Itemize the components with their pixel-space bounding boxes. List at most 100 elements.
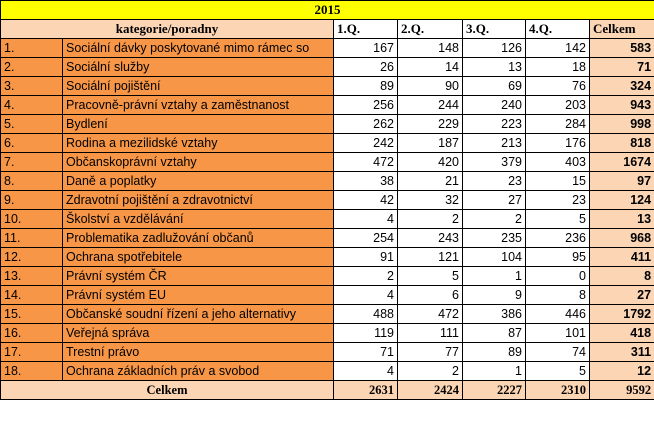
quarter-cell: 87: [462, 323, 526, 343]
quarter-cell: 176: [525, 133, 590, 153]
row-number: 8.: [0, 171, 63, 191]
quarter-cell: 5: [525, 209, 590, 229]
table-title: 2015: [0, 0, 654, 20]
row-number: 1.: [0, 38, 63, 58]
row-category: Rodina a mezilidské vztahy: [62, 133, 334, 153]
quarter-cell: 4: [333, 209, 398, 229]
row-category: Bydlení: [62, 114, 334, 134]
total-row: Celkem 2631 2424 2227 2310 9592: [0, 380, 654, 400]
row-number: 4.: [0, 95, 63, 115]
quarter-cell: 243: [397, 228, 463, 248]
quarter-cell: 77: [397, 342, 463, 362]
quarter-cell: 8: [525, 285, 590, 305]
row-number: 18.: [0, 361, 63, 381]
quarter-cell: 229: [397, 114, 463, 134]
quarter-cell: 472: [397, 304, 463, 324]
table-row: 14. Právní systém EU 4 6 9 8 27: [0, 285, 654, 305]
quarter-cell: 89: [462, 342, 526, 362]
quarter-cell: 148: [397, 38, 463, 58]
quarter-cell: 420: [397, 152, 463, 172]
quarter-cell: 23: [462, 171, 526, 191]
row-category: Občanské soudní řízení a jeho alternativ…: [62, 304, 334, 324]
row-category: Sociální pojištění: [62, 76, 334, 96]
quarter-cell: 4: [333, 361, 398, 381]
row-number: 5.: [0, 114, 63, 134]
quarter-cell: 0: [525, 266, 590, 286]
row-number: 14.: [0, 285, 63, 305]
quarter-cell: 111: [397, 323, 463, 343]
quarter-cell: 42: [333, 190, 398, 210]
row-total: 943: [588, 95, 654, 115]
quarter-cell: 236: [525, 228, 590, 248]
quarter-cell: 121: [397, 247, 463, 267]
quarter-header: 3.Q.: [462, 19, 526, 39]
quarter-cell: 2: [397, 209, 463, 229]
table-row: 8. Daně a poplatky 38 21 23 15 97: [0, 171, 654, 191]
row-category: Veřejná správa: [62, 323, 334, 343]
quarter-cell: 235: [462, 228, 526, 248]
data-table: 2015 kategorie/poradny 1.Q. 2.Q. 3.Q. 4.…: [0, 0, 654, 400]
table-row: 16. Veřejná správa 119 111 87 101 418: [0, 323, 654, 343]
quarter-cell: 89: [333, 76, 398, 96]
row-total: 124: [588, 190, 654, 210]
quarter-cell: 18: [525, 57, 590, 77]
quarter-header: 2.Q.: [397, 19, 463, 39]
quarter-cell: 2: [462, 209, 526, 229]
quarter-cell: 242: [333, 133, 398, 153]
header-row: kategorie/poradny 1.Q. 2.Q. 3.Q. 4.Q. Ce…: [0, 19, 654, 39]
row-number: 17.: [0, 342, 63, 362]
quarter-cell: 203: [525, 95, 590, 115]
total-cell: 2227: [462, 380, 526, 400]
row-total: 968: [588, 228, 654, 248]
quarter-cell: 6: [397, 285, 463, 305]
row-category: Trestní právo: [62, 342, 334, 362]
quarter-cell: 1: [462, 361, 526, 381]
table-body: 1. Sociální dávky poskytované mimo rámec …: [0, 38, 654, 381]
row-category: Školství a vzdělávání: [62, 209, 334, 229]
row-total: 97: [588, 171, 654, 191]
table-row: 12. Ochrana spotřebitele 91 121 104 95 411: [0, 247, 654, 267]
quarter-cell: 213: [462, 133, 526, 153]
table-row: 1. Sociální dávky poskytované mimo rámec …: [0, 38, 654, 58]
row-category: Pracovně-právní vztahy a zaměstnanost: [62, 95, 334, 115]
table-row: 17. Trestní právo 71 77 89 74 311: [0, 342, 654, 362]
quarter-cell: 13: [462, 57, 526, 77]
table-row: 15. Občanské soudní řízení a jeho alterna…: [0, 304, 654, 324]
row-total: 311: [588, 342, 654, 362]
quarter-cell: 446: [525, 304, 590, 324]
quarter-cell: 126: [462, 38, 526, 58]
quarter-cell: 76: [525, 76, 590, 96]
table-row: 5. Bydlení 262 229 223 284 998: [0, 114, 654, 134]
quarter-cell: 74: [525, 342, 590, 362]
quarter-cell: 9: [462, 285, 526, 305]
quarter-cell: 2: [397, 361, 463, 381]
row-category: Ochrana spotřebitele: [62, 247, 334, 267]
quarter-cell: 240: [462, 95, 526, 115]
row-category: Problematika zadlužování občanů: [62, 228, 334, 248]
table-row: 7. Občanskoprávní vztahy 472 420 379 403 1674: [0, 152, 654, 172]
row-number: 10.: [0, 209, 63, 229]
row-category: Sociální dávky poskytované mimo rámec so: [62, 38, 334, 58]
grand-total: 9592: [588, 380, 654, 400]
table-row: 13. Právní systém ČR 2 5 1 0 8: [0, 266, 654, 286]
row-number: 15.: [0, 304, 63, 324]
quarter-cell: 91: [333, 247, 398, 267]
quarter-cell: 187: [397, 133, 463, 153]
row-number: 11.: [0, 228, 63, 248]
quarter-cell: 262: [333, 114, 398, 134]
quarter-header: 1.Q.: [333, 19, 398, 39]
table-row: 18. Ochrana základních práv a svobod 4 2 1 5 1…: [0, 361, 654, 381]
table-row: 2. Sociální služby 26 14 13 18 71: [0, 57, 654, 77]
row-total: 12: [588, 361, 654, 381]
row-category: Sociální služby: [62, 57, 334, 77]
row-number: 6.: [0, 133, 63, 153]
quarter-cell: 26: [333, 57, 398, 77]
quarter-cell: 167: [333, 38, 398, 58]
total-cell: 2424: [397, 380, 463, 400]
quarter-cell: 284: [525, 114, 590, 134]
quarter-cell: 14: [397, 57, 463, 77]
quarter-cell: 5: [525, 361, 590, 381]
row-total: 8: [588, 266, 654, 286]
row-total: 27: [588, 285, 654, 305]
